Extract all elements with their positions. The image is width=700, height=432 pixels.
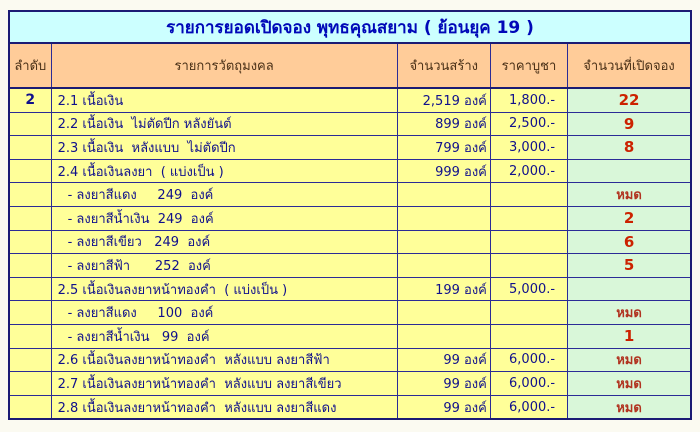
cell-booked-count: 1 bbox=[567, 323, 692, 349]
cell-item-name: - ลงยาสีน้ำเงิน 249 องค์ bbox=[50, 205, 398, 231]
cell-quantity-made: 999 องค์ bbox=[396, 158, 491, 184]
cell-quantity-made: 99 องค์ bbox=[396, 347, 491, 373]
cell-item-name: 2.7 เนื้อเงินลงยาหน้าทองคำ หลังแบบ ลงยาส… bbox=[50, 371, 398, 396]
cell-price: 3,000.- bbox=[489, 135, 569, 160]
cell-item-name: - ลงยาสีเขียว 249 องค์ bbox=[50, 229, 398, 255]
cell-booked-count: หมด bbox=[567, 300, 692, 325]
cell-quantity-made bbox=[396, 253, 491, 278]
cell-booked-count: 5 bbox=[567, 253, 692, 278]
column-header-sequence: ลำดับ bbox=[8, 42, 52, 89]
cell-booked-count bbox=[567, 276, 692, 302]
cell-booked-count: 6 bbox=[567, 229, 692, 255]
cell-quantity-made bbox=[396, 323, 491, 349]
table-row: 2.8 เนื้อเงินลงยาหน้าทองคำ หลังแบบ ลงยาส… bbox=[8, 394, 692, 420]
cell-booked-count: 22 bbox=[567, 87, 692, 113]
cell-sequence bbox=[8, 229, 52, 255]
cell-price bbox=[489, 300, 569, 325]
table-row: - ลงยาสีฟ้า 252 องค์ 5 bbox=[8, 253, 692, 278]
cell-quantity-made: 199 องค์ bbox=[396, 276, 491, 302]
table-body: 2 2.1 เนื้อเงิน 2,519 องค์ 1,800.- 22 2.… bbox=[8, 87, 692, 420]
cell-item-name: - ลงยาสีแดง 249 องค์ bbox=[50, 182, 398, 207]
cell-quantity-made: 99 องค์ bbox=[396, 371, 491, 396]
cell-sequence bbox=[8, 276, 52, 302]
cell-item-name: 2.5 เนื้อเงินลงยาหน้าทองคำ ( แบ่งเป็น ) bbox=[50, 276, 398, 302]
table-row: 2.4 เนื้อเงินลงยา ( แบ่งเป็น ) 999 องค์ … bbox=[8, 158, 692, 184]
cell-item-name: - ลงยาสีน้ำเงิน 99 องค์ bbox=[50, 323, 398, 349]
cell-sequence bbox=[8, 371, 52, 396]
column-header-item: รายการวัตถุมงคล bbox=[50, 42, 398, 89]
cell-item-name: 2.8 เนื้อเงินลงยาหน้าทองคำ หลังแบบ ลงยาส… bbox=[50, 394, 398, 420]
table-row: 2.2 เนื้อเงิน ไม่ตัดปีก หลังยันต์ 899 อง… bbox=[8, 111, 692, 137]
cell-booked-count: หมด bbox=[567, 347, 692, 373]
cell-price: 5,000.- bbox=[489, 276, 569, 302]
cell-price: 2,000.- bbox=[489, 158, 569, 184]
cell-quantity-made: 799 องค์ bbox=[396, 135, 491, 160]
cell-booked-count bbox=[567, 158, 692, 184]
column-header-price: ราคาบูชา bbox=[489, 42, 569, 89]
cell-price bbox=[489, 253, 569, 278]
cell-price: 2,500.- bbox=[489, 111, 569, 137]
cell-booked-count: หมด bbox=[567, 182, 692, 207]
cell-price bbox=[489, 229, 569, 255]
cell-price bbox=[489, 323, 569, 349]
cell-item-name: - ลงยาสีฟ้า 252 องค์ bbox=[50, 253, 398, 278]
booking-table: รายการยอดเปิดจอง พุทธคุณสยาม ( ย้อนยุค 1… bbox=[8, 10, 692, 421]
cell-sequence bbox=[8, 111, 52, 137]
table-row: 2.5 เนื้อเงินลงยาหน้าทองคำ ( แบ่งเป็น ) … bbox=[8, 276, 692, 302]
cell-sequence bbox=[8, 300, 52, 325]
cell-booked-count: 8 bbox=[567, 135, 692, 160]
cell-booked-count: 2 bbox=[567, 205, 692, 231]
table-row: 2.7 เนื้อเงินลงยาหน้าทองคำ หลังแบบ ลงยาส… bbox=[8, 371, 692, 396]
table-row: 2.6 เนื้อเงินลงยาหน้าทองคำ หลังแบบ ลงยาส… bbox=[8, 347, 692, 373]
cell-sequence bbox=[8, 135, 52, 160]
page-title: รายการยอดเปิดจอง พุทธคุณสยาม ( ย้อนยุค 1… bbox=[8, 10, 692, 44]
cell-quantity-made bbox=[396, 229, 491, 255]
cell-booked-count: หมด bbox=[567, 394, 692, 420]
cell-quantity-made bbox=[396, 300, 491, 325]
cell-price bbox=[489, 182, 569, 207]
table-row: - ลงยาสีเขียว 249 องค์ 6 bbox=[8, 229, 692, 255]
table-row: - ลงยาสีแดง 100 องค์ หมด bbox=[8, 300, 692, 325]
cell-price: 6,000.- bbox=[489, 394, 569, 420]
cell-sequence bbox=[8, 205, 52, 231]
table-row: 2 2.1 เนื้อเงิน 2,519 องค์ 1,800.- 22 bbox=[8, 87, 692, 113]
title-row: รายการยอดเปิดจอง พุทธคุณสยาม ( ย้อนยุค 1… bbox=[8, 10, 692, 44]
table-row: - ลงยาสีน้ำเงิน 99 องค์ 1 bbox=[8, 323, 692, 349]
cell-price: 6,000.- bbox=[489, 371, 569, 396]
cell-sequence: 2 bbox=[8, 87, 52, 113]
table-row: - ลงยาสีแดง 249 องค์ หมด bbox=[8, 182, 692, 207]
cell-quantity-made: 2,519 องค์ bbox=[396, 87, 491, 113]
cell-item-name: - ลงยาสีแดง 100 องค์ bbox=[50, 300, 398, 325]
cell-booked-count: 9 bbox=[567, 111, 692, 137]
cell-quantity-made: 99 องค์ bbox=[396, 394, 491, 420]
cell-price bbox=[489, 205, 569, 231]
cell-sequence bbox=[8, 323, 52, 349]
cell-sequence bbox=[8, 182, 52, 207]
cell-sequence bbox=[8, 394, 52, 420]
table-row: - ลงยาสีน้ำเงิน 249 องค์ 2 bbox=[8, 205, 692, 231]
cell-item-name: 2.3 เนื้อเงิน หลังแบบ ไม่ตัดปีก bbox=[50, 135, 398, 160]
cell-item-name: 2.6 เนื้อเงินลงยาหน้าทองคำ หลังแบบ ลงยาส… bbox=[50, 347, 398, 373]
cell-item-name: 2.2 เนื้อเงิน ไม่ตัดปีก หลังยันต์ bbox=[50, 111, 398, 137]
cell-sequence bbox=[8, 253, 52, 278]
table-row: 2.3 เนื้อเงิน หลังแบบ ไม่ตัดปีก 799 องค์… bbox=[8, 135, 692, 160]
cell-item-name: 2.4 เนื้อเงินลงยา ( แบ่งเป็น ) bbox=[50, 158, 398, 184]
cell-quantity-made: 899 องค์ bbox=[396, 111, 491, 137]
cell-sequence bbox=[8, 158, 52, 184]
column-header-quantity: จำนวนสร้าง bbox=[396, 42, 491, 89]
cell-price: 6,000.- bbox=[489, 347, 569, 373]
booking-table-container: รายการยอดเปิดจอง พุทธคุณสยาม ( ย้อนยุค 1… bbox=[8, 10, 692, 421]
cell-price: 1,800.- bbox=[489, 87, 569, 113]
cell-sequence bbox=[8, 347, 52, 373]
cell-booked-count: หมด bbox=[567, 371, 692, 396]
cell-quantity-made bbox=[396, 182, 491, 207]
cell-item-name: 2.1 เนื้อเงิน bbox=[50, 87, 398, 113]
column-header-booked: จำนวนที่เปิดจอง bbox=[567, 42, 692, 89]
header-row: ลำดับ รายการวัตถุมงคล จำนวนสร้าง ราคาบูช… bbox=[8, 42, 692, 89]
cell-quantity-made bbox=[396, 205, 491, 231]
